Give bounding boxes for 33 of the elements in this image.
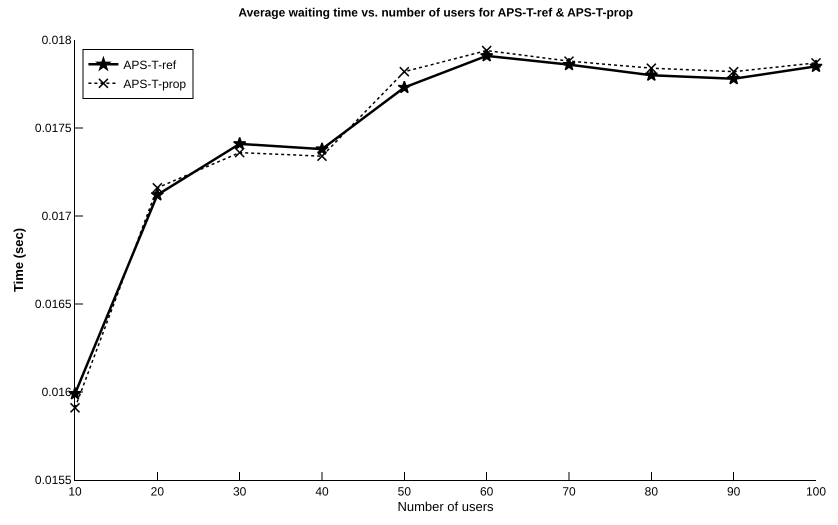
y-tick-label: 0.0165 — [34, 297, 72, 312]
point — [152, 182, 163, 194]
point — [232, 136, 246, 150]
point — [564, 56, 574, 66]
y-tick-label: 0.0175 — [34, 121, 72, 136]
point — [728, 66, 739, 77]
x-tick-label: 20 — [150, 484, 164, 498]
y-axis-title: Time (sec) — [10, 228, 26, 292]
y-tick-label: 0.017 — [42, 209, 72, 224]
x-tick-label: 100 — [806, 484, 826, 498]
legend-label: APS-T-ref — [123, 58, 177, 72]
chart-title: Average waiting time vs. number of users for APS-T-ref & APS-T-prop — [238, 5, 634, 20]
x-tick-label: 80 — [644, 484, 658, 498]
x-tick-label: 70 — [562, 484, 576, 498]
legend-label: APS-T-prop — [123, 76, 186, 91]
x-tick-label: 90 — [726, 484, 741, 498]
y-tick-label: 0.018 — [42, 33, 72, 48]
x-tick-label: 30 — [232, 484, 247, 498]
point — [234, 147, 245, 158]
y-tick-label: 0.016 — [42, 385, 72, 400]
point — [398, 80, 412, 94]
point — [644, 68, 658, 82]
point — [399, 66, 410, 77]
point — [70, 402, 80, 414]
point — [726, 72, 740, 85]
point — [315, 142, 329, 155]
point — [810, 58, 822, 68]
x-tick-label: 50 — [398, 484, 412, 498]
x-axis-title: Number of users — [397, 499, 494, 514]
point — [316, 150, 328, 162]
point — [646, 62, 657, 74]
x-tick-label: 40 — [315, 484, 329, 498]
x-tick-label: 60 — [480, 484, 494, 498]
